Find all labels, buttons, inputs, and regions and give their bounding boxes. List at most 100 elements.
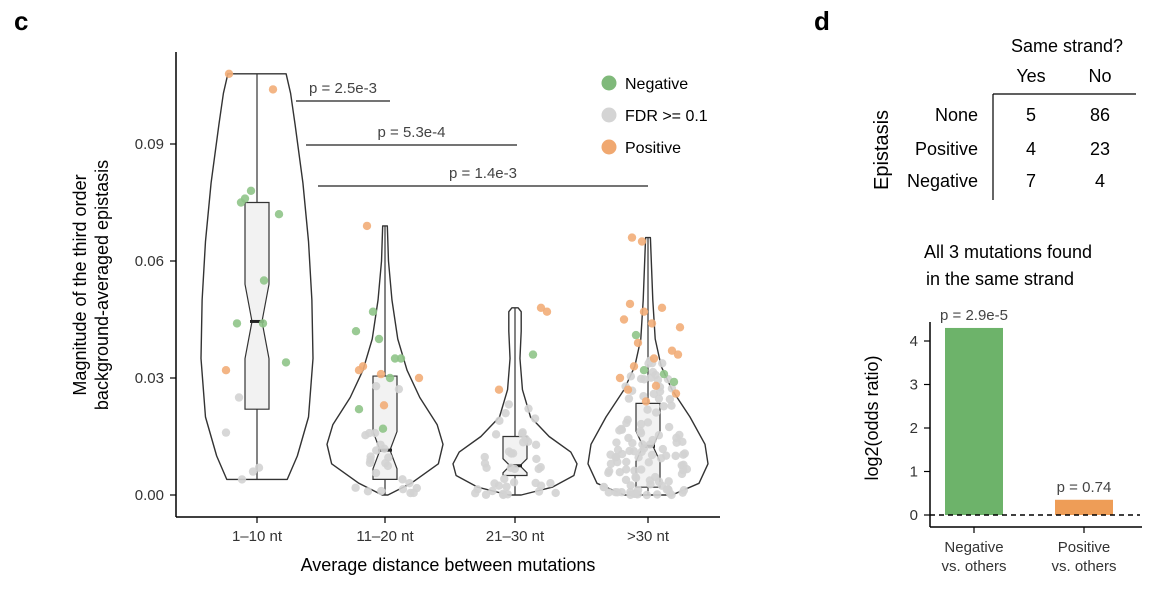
data-point (682, 465, 692, 474)
data-point (246, 186, 256, 195)
data-point (669, 377, 679, 387)
legend-swatch (601, 107, 617, 123)
data-point (371, 468, 381, 478)
data-point (409, 488, 418, 498)
data-point (627, 233, 637, 242)
data-point (649, 354, 659, 363)
data-point (623, 415, 632, 424)
d-y-axis-title: log2(odds ratio) (862, 355, 882, 480)
c-x-tick-label: 11–20 nt (356, 528, 414, 545)
c-y-axis-title-line2: background-averaged epistasis (92, 160, 112, 410)
data-point (528, 350, 538, 359)
data-point (643, 418, 653, 427)
data-point (236, 198, 246, 207)
table-cell: 23 (1090, 139, 1110, 159)
data-point (398, 475, 407, 484)
data-point (221, 428, 231, 437)
data-point (619, 315, 629, 324)
data-point (680, 449, 689, 458)
data-point (606, 450, 615, 459)
data-point (612, 438, 621, 447)
c-y-tick-label: 0.06 (135, 253, 164, 270)
data-point (604, 466, 614, 476)
data-point (488, 486, 497, 496)
data-point (480, 452, 489, 462)
data-point (648, 367, 658, 377)
d-x-tick-label-line1: Positive (1058, 539, 1111, 556)
d-y-tick-label: 2 (910, 420, 918, 437)
data-point (370, 428, 380, 438)
d-y-tick-label: 0 (910, 507, 918, 524)
data-point (254, 463, 264, 472)
data-point (354, 366, 364, 375)
data-point (481, 490, 491, 499)
data-point (405, 478, 414, 488)
data-point (667, 346, 677, 355)
bar-pvalue: p = 2.9e-5 (940, 307, 1008, 324)
c-x-tick-label: >30 nt (627, 528, 670, 545)
bar-chart-title-line2: in the same strand (926, 269, 1074, 289)
data-point (639, 444, 649, 453)
table-cell: 5 (1026, 105, 1036, 125)
d-y-tick-label: 4 (910, 333, 918, 350)
data-point (504, 400, 514, 409)
data-point (630, 466, 639, 475)
data-point (351, 483, 360, 492)
data-point (377, 486, 386, 496)
data-point (536, 481, 546, 490)
c-x-tick-label: 21–30 nt (486, 528, 545, 545)
d-x-tick-label-line2: vs. others (941, 558, 1006, 575)
data-point (221, 366, 231, 375)
data-point (629, 446, 639, 456)
legend-swatch (601, 75, 617, 91)
data-point (604, 488, 613, 497)
bar (1055, 499, 1113, 515)
table-row-negative-label: Negative (907, 171, 978, 191)
data-point (502, 482, 511, 491)
data-point (626, 481, 635, 490)
data-point (636, 374, 646, 384)
data-point (532, 454, 541, 464)
data-point (631, 330, 641, 340)
data-point (531, 440, 541, 450)
data-point (633, 338, 643, 348)
data-point (665, 395, 675, 404)
data-point (624, 394, 634, 403)
d-x-tick-label-line2: vs. others (1051, 558, 1116, 575)
significance-pvalue: p = 2.5e-3 (309, 80, 377, 97)
data-point (629, 362, 639, 371)
data-point (611, 487, 620, 497)
data-point (351, 327, 361, 336)
data-point (624, 433, 633, 443)
legend-swatch (601, 139, 617, 155)
bar-pvalue: p = 0.74 (1057, 479, 1112, 496)
data-point (494, 385, 504, 394)
data-point (639, 307, 649, 316)
data-point (637, 465, 646, 474)
table-cell: 86 (1090, 105, 1110, 125)
data-point (258, 319, 268, 328)
data-point (362, 221, 372, 231)
data-point (224, 69, 234, 79)
c-y-tick-label: 0.03 (135, 370, 164, 387)
bar (945, 327, 1003, 515)
data-point (268, 85, 278, 94)
data-point (647, 319, 657, 328)
data-point (643, 405, 652, 414)
bar-chart-title-line1: All 3 mutations found (924, 242, 1092, 262)
table-cell: 7 (1026, 171, 1036, 191)
data-point (599, 482, 609, 492)
data-point (658, 359, 667, 368)
data-point (551, 488, 560, 498)
data-point (662, 485, 671, 494)
legend-label: FDR >= 0.1 (625, 108, 708, 125)
data-point (500, 474, 509, 484)
c-x-tick-label: 1–10 nt (232, 528, 283, 545)
data-point (354, 405, 364, 414)
data-point (651, 381, 661, 390)
data-point (374, 334, 384, 344)
data-point (641, 397, 651, 406)
c-y-tick-label: 0.00 (135, 487, 164, 504)
data-point (664, 422, 674, 432)
